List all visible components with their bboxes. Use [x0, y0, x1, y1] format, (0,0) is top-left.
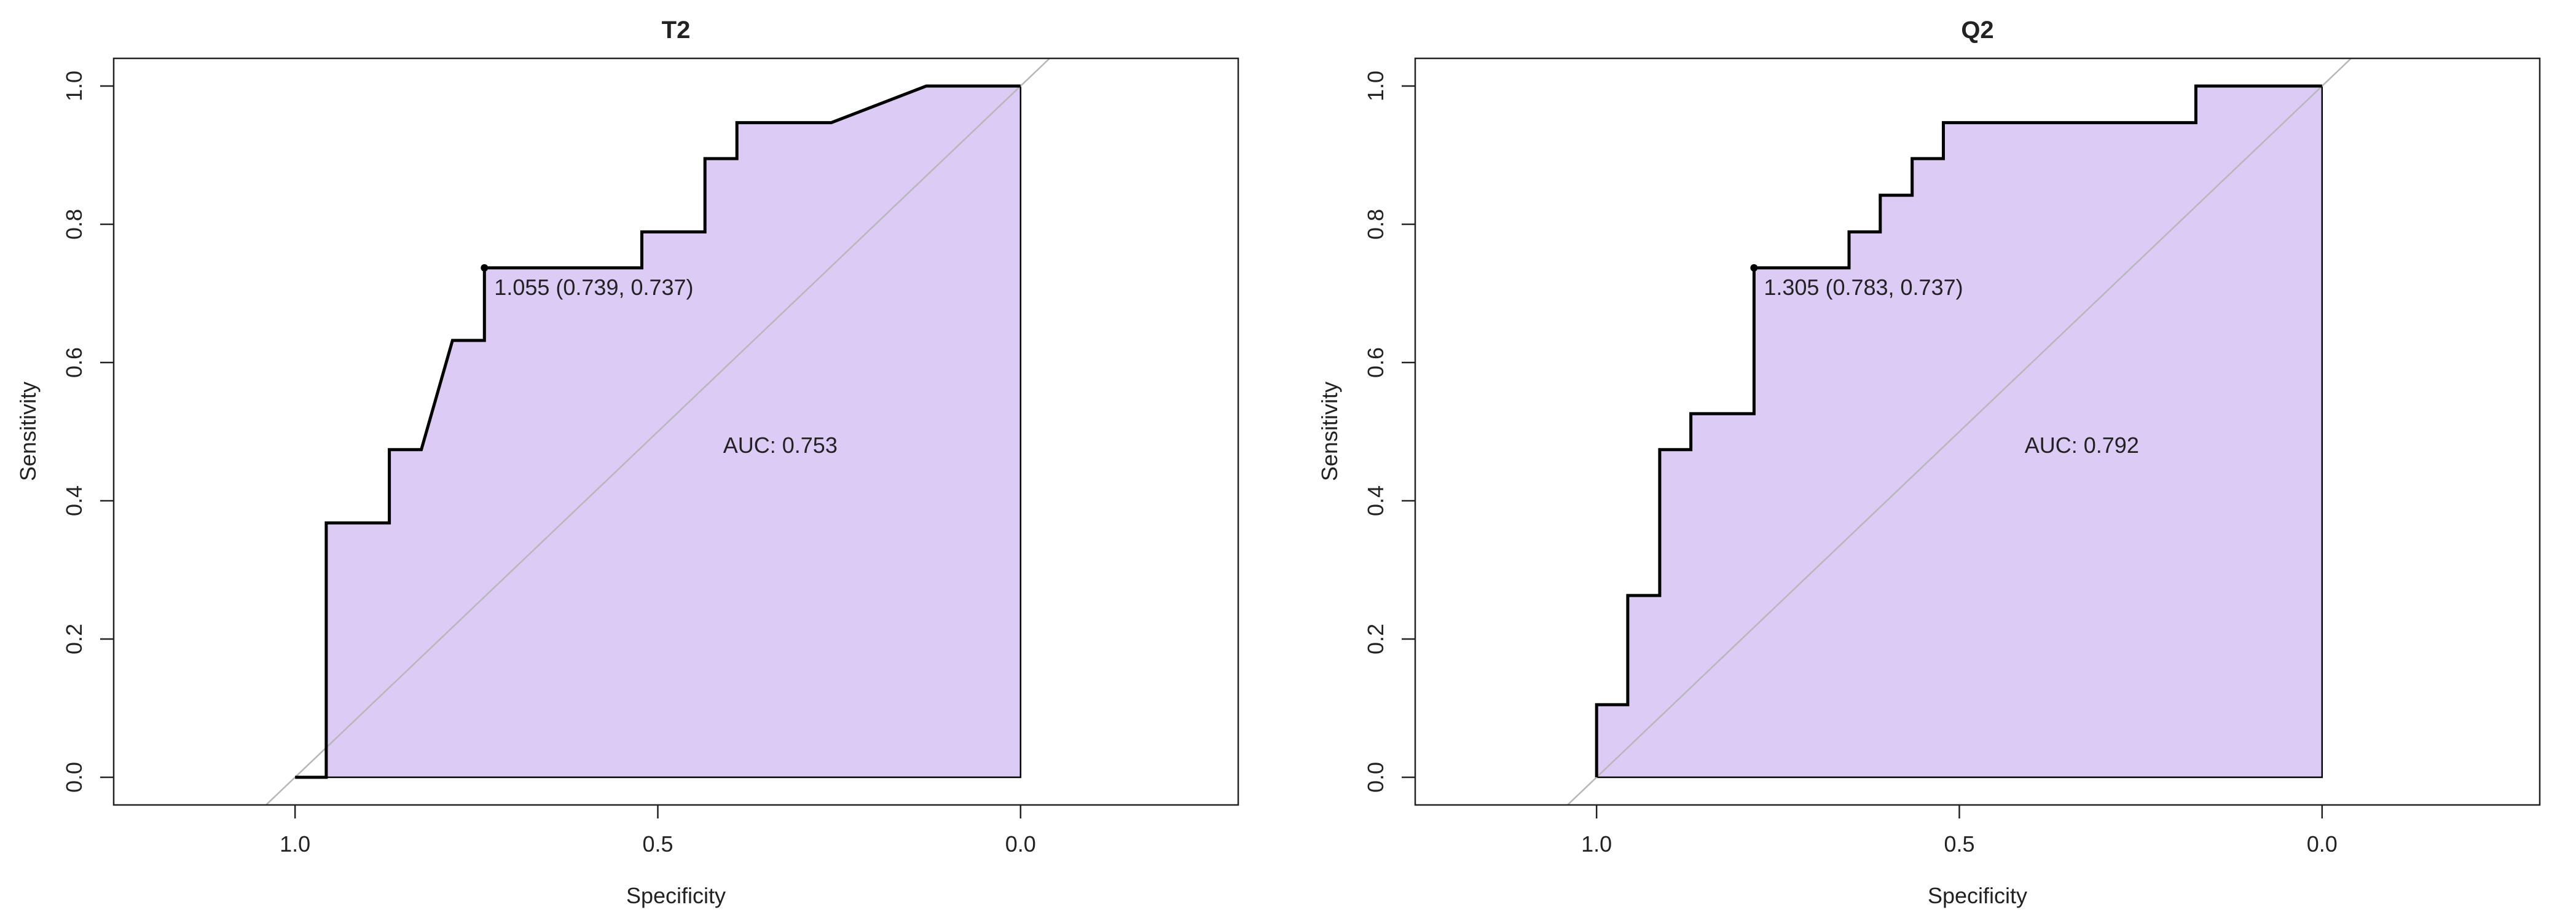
y-axis-label: Sensitivity	[15, 382, 41, 481]
y-tick-label: 0.4	[1363, 485, 1388, 516]
panel-title: T2	[662, 17, 691, 44]
x-tick-label: 0.5	[1944, 831, 1974, 857]
x-tick-label: 0.0	[1005, 831, 1036, 857]
roc-panel-q2: Q2 1.305 (0.783, 0.737) AUC: 0.792 1.0 0.…	[1317, 17, 2541, 908]
panel-title: Q2	[1961, 17, 1993, 44]
best-threshold-label: 1.305 (0.783, 0.737)	[1764, 275, 1963, 300]
x-axis: 1.0 0.5 0.0	[280, 805, 1036, 857]
y-axis-label: Sensitivity	[1317, 382, 1342, 481]
y-tick-label: 1.0	[61, 71, 87, 101]
x-axis-label: Specificity	[626, 883, 726, 908]
y-tick-label: 0.0	[1363, 762, 1388, 793]
y-tick-label: 0.4	[61, 485, 87, 516]
plot-area	[1566, 58, 2352, 805]
best-threshold-point	[481, 264, 489, 272]
plot-area	[265, 58, 1051, 805]
y-axis: 0.0 0.2 0.4 0.6 0.8 1.0	[61, 71, 114, 793]
x-tick-label: 1.0	[1581, 831, 1612, 857]
y-tick-label: 0.2	[1363, 624, 1388, 654]
roc-panel-t2: T2 1.055 (0.739, 0.737) AUC: 0.753 1.0 0.…	[15, 17, 1239, 908]
reference-diagonal	[265, 58, 1051, 805]
reference-diagonal	[1566, 58, 2352, 805]
plot-frame	[112, 57, 1239, 806]
auc-label: AUC: 0.792	[2025, 433, 2139, 458]
x-tick-label: 1.0	[280, 831, 310, 857]
y-tick-label: 0.6	[1363, 347, 1388, 378]
auc-label: AUC: 0.753	[723, 433, 838, 458]
y-tick-label: 0.8	[61, 209, 87, 240]
x-tick-label: 0.5	[642, 831, 673, 857]
y-axis: 0.0 0.2 0.4 0.6 0.8 1.0	[1363, 71, 1415, 793]
x-axis: 1.0 0.5 0.0	[1581, 805, 2338, 857]
roc-curve	[1595, 84, 2322, 777]
y-tick-label: 1.0	[1363, 71, 1388, 101]
plot-frame	[1414, 57, 2541, 806]
y-tick-label: 0.8	[1363, 209, 1388, 240]
y-tick-label: 0.2	[61, 624, 87, 654]
y-tick-label: 0.6	[61, 347, 87, 378]
x-tick-label: 0.0	[2307, 831, 2338, 857]
y-tick-label: 0.0	[61, 762, 87, 793]
best-threshold-label: 1.055 (0.739, 0.737)	[494, 275, 693, 300]
x-axis-label: Specificity	[1928, 883, 2027, 908]
roc-curve	[295, 84, 1021, 779]
best-threshold-point	[1750, 264, 1758, 272]
